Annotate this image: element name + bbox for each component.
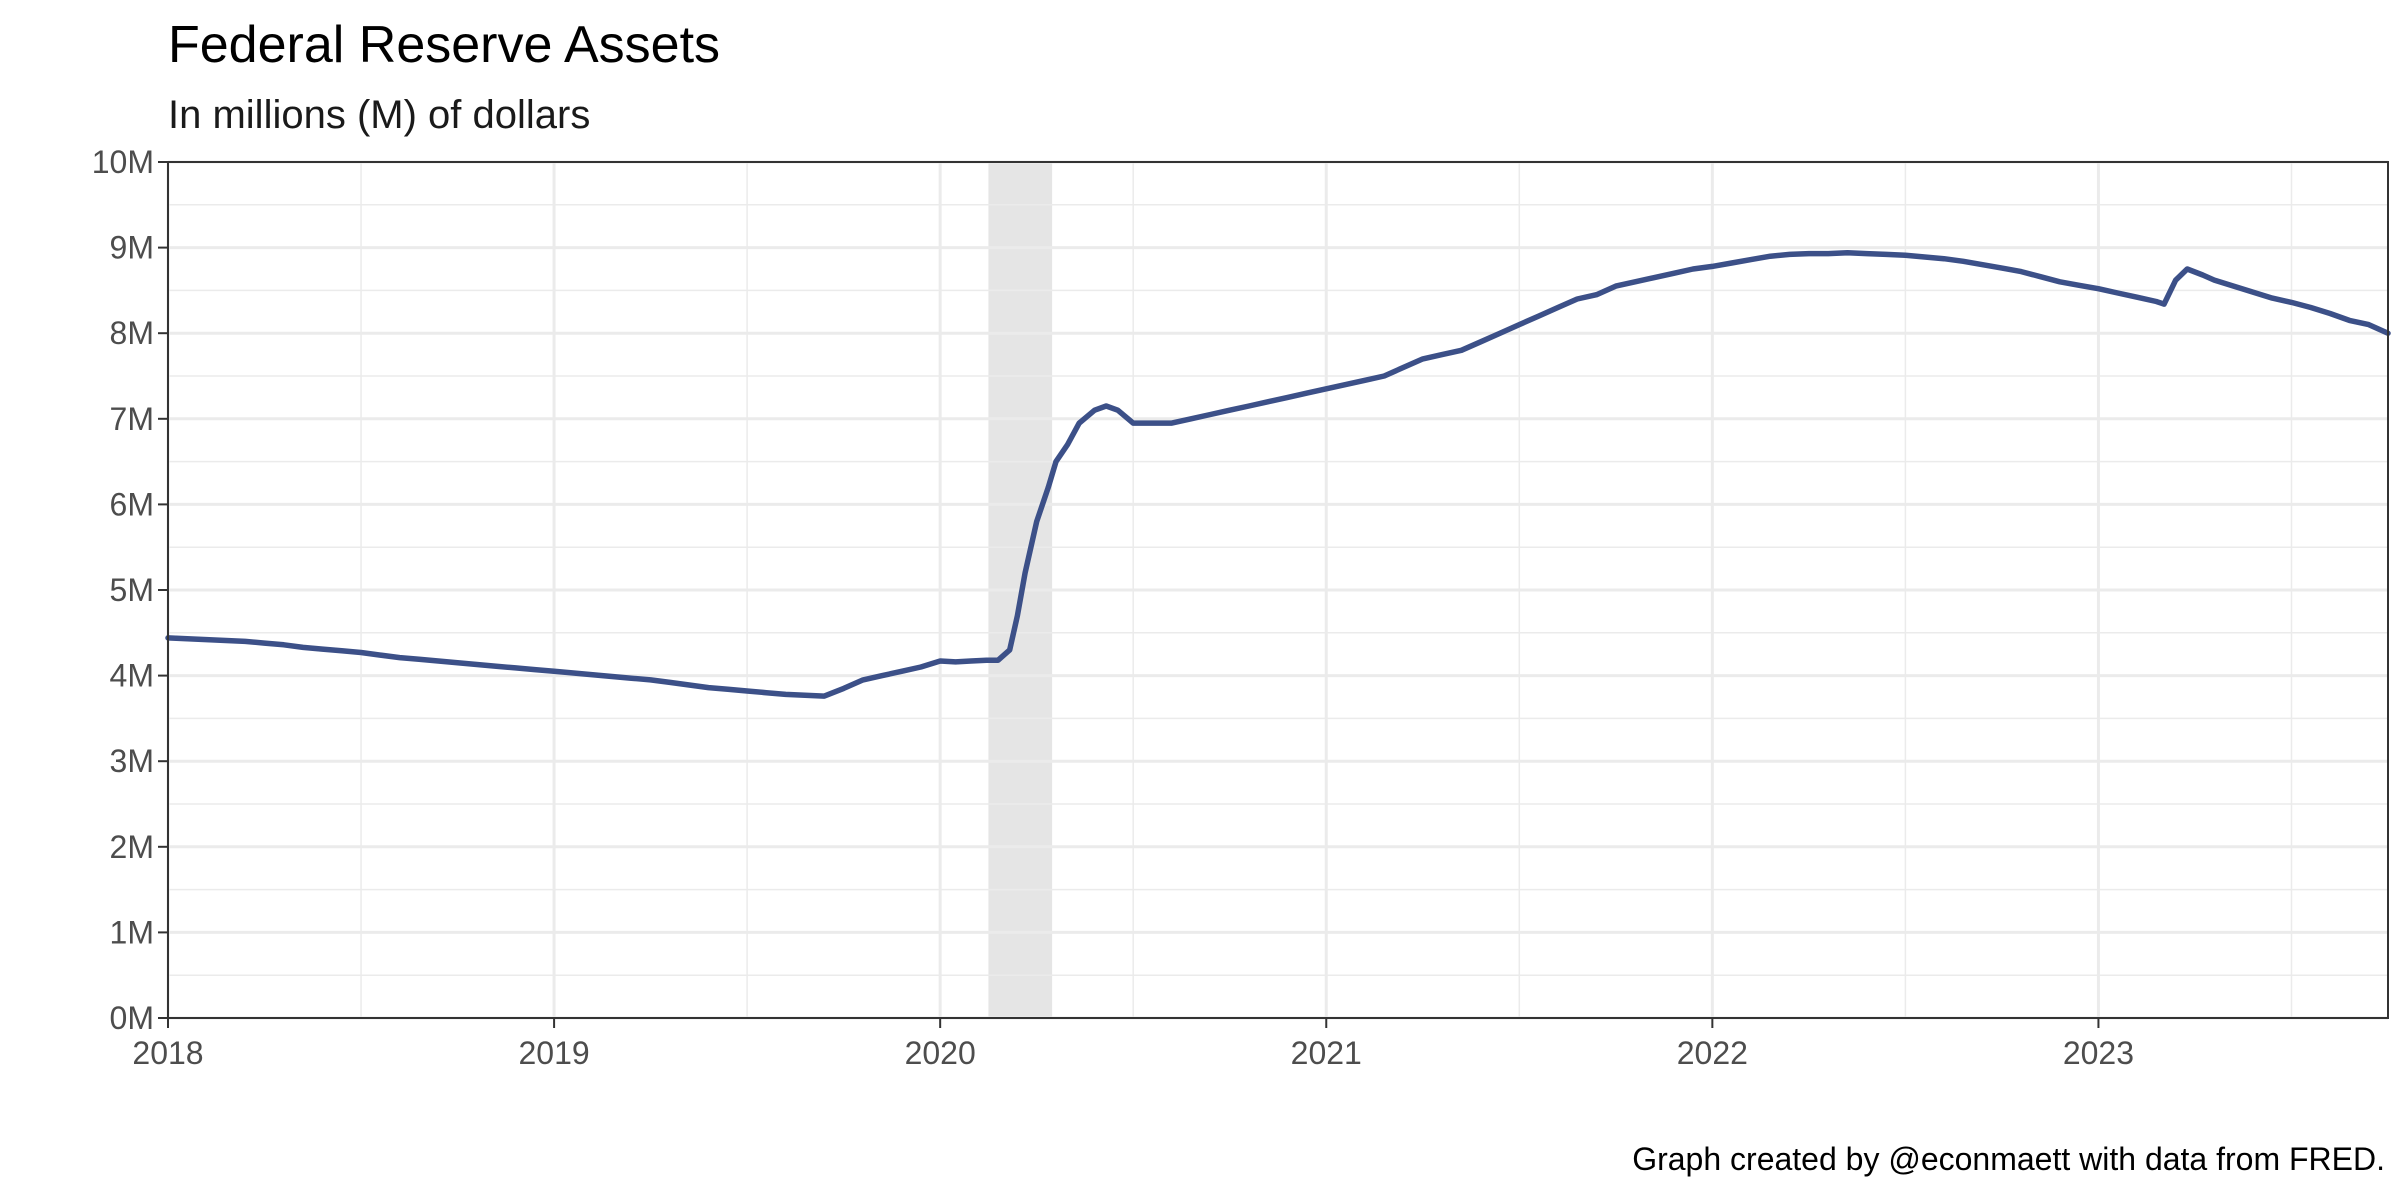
y-tick-label: 6M (110, 486, 154, 522)
x-axis: 2018 2019 2020 2021 2022 2023 (132, 1018, 2134, 1071)
x-tick-label: 2019 (518, 1035, 589, 1071)
y-tick-label: 0M (110, 1000, 154, 1036)
chart-subtitle: In millions (M) of dollars (168, 93, 590, 137)
y-axis: 0M 1M 2M 3M 4M 5M 6M 7M 8M 9M 10M (92, 144, 168, 1036)
x-tick-label: 2022 (1677, 1035, 1748, 1071)
y-tick-label: 4M (110, 658, 154, 694)
x-tick-label: 2021 (1291, 1035, 1362, 1071)
y-tick-label: 10M (92, 144, 154, 180)
x-tick-label: 2018 (132, 1035, 203, 1071)
y-tick-label: 8M (110, 315, 154, 351)
y-tick-label: 7M (110, 401, 154, 437)
y-tick-label: 3M (110, 743, 154, 779)
series-line (165, 249, 2391, 699)
y-tick-label: 5M (110, 572, 154, 608)
chart-caption: Graph created by @econmaett with data fr… (1632, 1141, 2385, 1177)
x-tick-label: 2023 (2063, 1035, 2134, 1071)
chart-title: Federal Reserve Assets (168, 16, 720, 74)
y-tick-label: 1M (110, 914, 154, 950)
y-tick-label: 9M (110, 230, 154, 266)
y-tick-label: 2M (110, 829, 154, 865)
x-tick-label: 2020 (905, 1035, 976, 1071)
plot-area (165, 160, 2391, 1020)
